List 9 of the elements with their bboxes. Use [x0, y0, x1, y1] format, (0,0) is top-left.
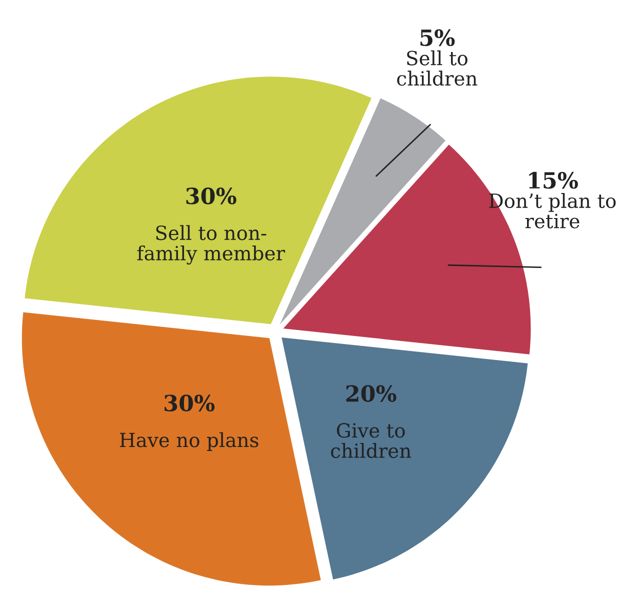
data-label: 15%: [529, 172, 578, 189]
slice-label: Have no plans: [120, 432, 258, 452]
slice-label: Sell to non- family member: [137, 225, 286, 265]
data-label: 30%: [164, 394, 215, 412]
data-label: 20%: [346, 385, 396, 402]
data-label: 5%: [420, 29, 455, 46]
slice-label: Sell to children: [397, 50, 478, 86]
slice-label: Give to children: [330, 423, 412, 458]
data-label: 30%: [186, 188, 236, 204]
